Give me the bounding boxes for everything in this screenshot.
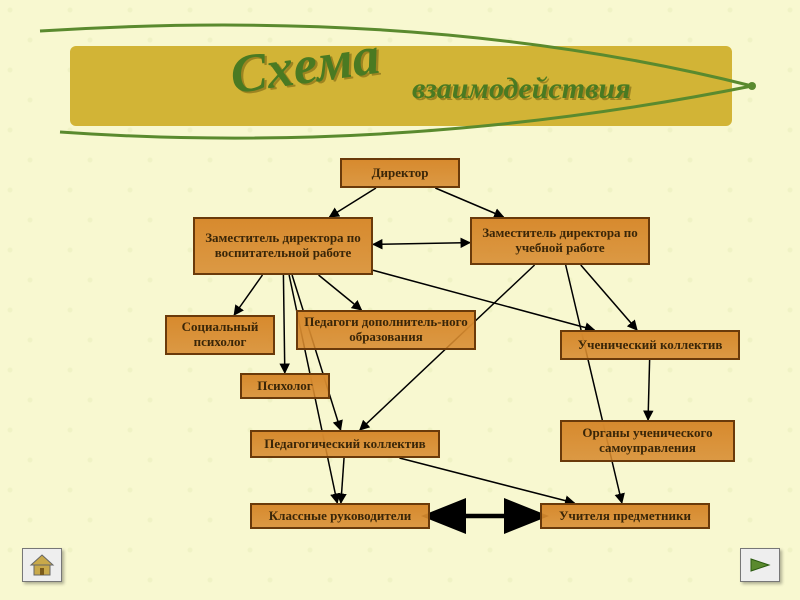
node-subj_teach: Учителя предметники (540, 503, 710, 529)
edge-dep_edu-ped_coll (292, 275, 341, 430)
home-button[interactable] (22, 548, 62, 582)
home-icon (29, 553, 55, 577)
node-self_gov: Органы ученического самоуправления (560, 420, 735, 462)
node-stud_coll: Ученический коллектив (560, 330, 740, 360)
node-extra_edu: Педагоги дополнитель-ного образования (296, 310, 476, 350)
title-word-interaction: взаимодействия (412, 72, 631, 106)
edge-dep_edu-soc_psy (234, 275, 262, 315)
node-soc_psy: Социальный психолог (165, 315, 275, 355)
edge-dep_edu-dep_study (373, 243, 470, 245)
next-arrow-icon (747, 555, 773, 575)
edge-dep_study-subj_teach (566, 265, 622, 503)
node-dep_study: Заместитель директора по учебной работе (470, 217, 650, 265)
slide-canvas: Схема взаимодействия ДиректорЗаместитель… (0, 0, 800, 600)
node-class_lead: Классные руководители (250, 503, 430, 529)
title-banner (70, 46, 732, 126)
node-psy: Психолог (240, 373, 330, 399)
node-director: Директор (340, 158, 460, 188)
next-button[interactable] (740, 548, 780, 582)
edge-dep_edu-extra_edu (319, 275, 362, 310)
edge-dep_study-stud_coll (581, 265, 637, 330)
edge-dep_edu-psy (283, 275, 284, 373)
edge-stud_coll-self_gov (648, 360, 650, 420)
edge-director-dep_study (435, 188, 503, 217)
edge-ped_coll-class_lead (341, 458, 344, 503)
edge-ped_coll-subj_teach (399, 458, 574, 503)
node-ped_coll: Педагогический коллектив (250, 430, 440, 458)
edge-director-dep_edu (329, 188, 375, 217)
node-dep_edu: Заместитель директора по воспитательной … (193, 217, 373, 275)
